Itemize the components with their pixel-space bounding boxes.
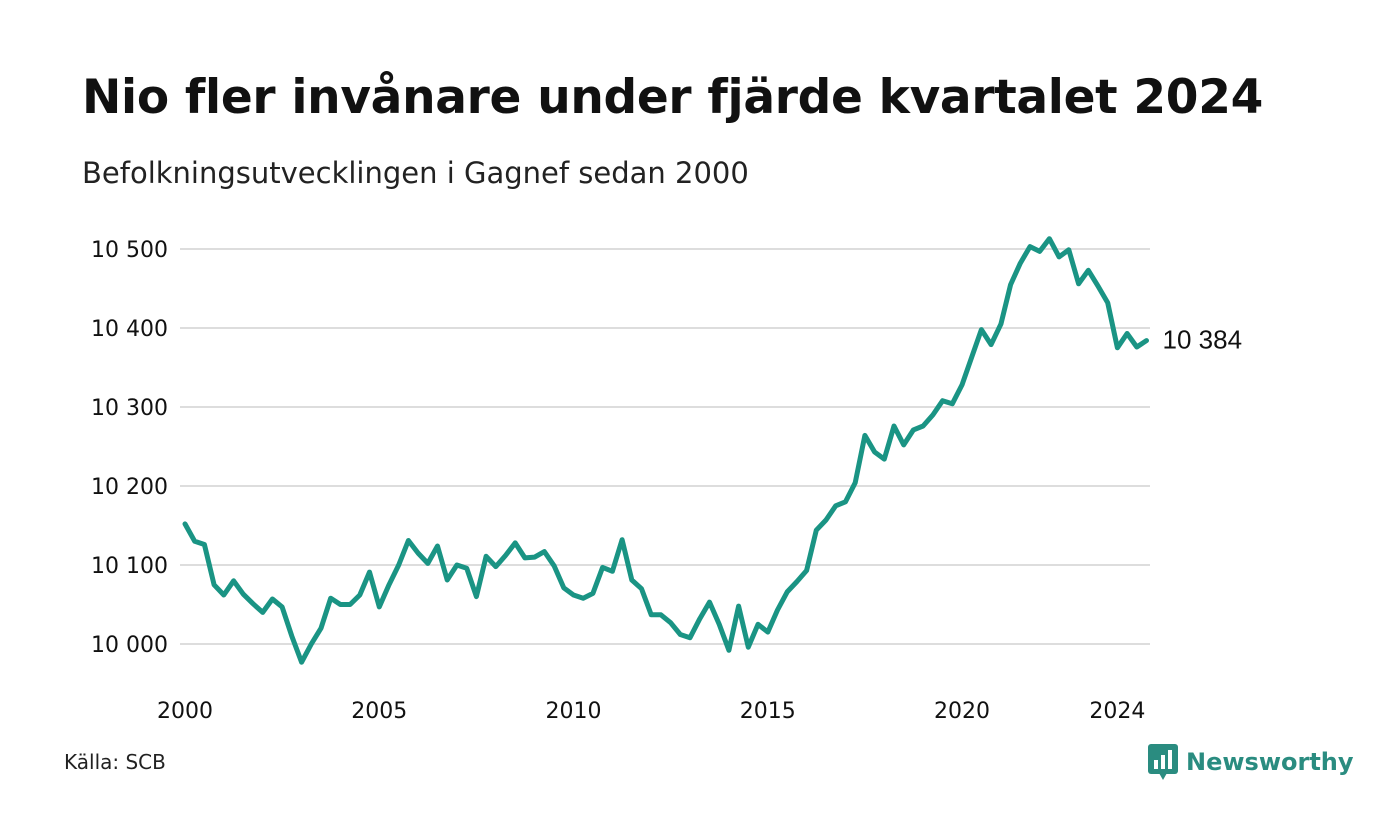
grid-lines (180, 248, 1150, 645)
series-line (182, 236, 1149, 665)
end-label-layer: 10 384 (1163, 325, 1243, 355)
end-value-label: 10 384 (1163, 325, 1243, 355)
y-tick-label: 10 100 (91, 554, 168, 579)
x-tick-label: 2000 (157, 699, 213, 724)
y-tick-label: 10 400 (91, 317, 168, 342)
y-tick-label: 10 300 (91, 396, 168, 421)
x-tick-label: 2015 (740, 699, 796, 724)
chart-subtitle: Befolkningsutvecklingen i Gagnef sedan 2… (82, 156, 749, 190)
bar-chart-bubble-icon (1148, 744, 1178, 780)
x-axis-ticks: 2000 2005 2010 2015 2020 2024 (157, 699, 1145, 724)
y-tick-label: 10 000 (91, 633, 168, 658)
y-axis-ticks: 10 000 10 100 10 200 10 300 10 400 10 500 (91, 238, 168, 658)
brand-name: Newsworthy (1186, 748, 1354, 776)
brand-logo: Newsworthy (1148, 742, 1354, 782)
y-tick-label: 10 200 (91, 475, 168, 500)
series-layer (182, 236, 1149, 665)
x-tick-label: 2024 (1089, 699, 1145, 724)
chart-title: Nio fler invånare under fjärde kvartalet… (82, 70, 1264, 125)
x-tick-label: 2005 (351, 699, 407, 724)
x-tick-label: 2020 (934, 699, 990, 724)
x-tick-label: 2010 (546, 699, 602, 724)
y-tick-label: 10 500 (91, 238, 168, 263)
source-note: Källa: SCB (64, 750, 166, 774)
